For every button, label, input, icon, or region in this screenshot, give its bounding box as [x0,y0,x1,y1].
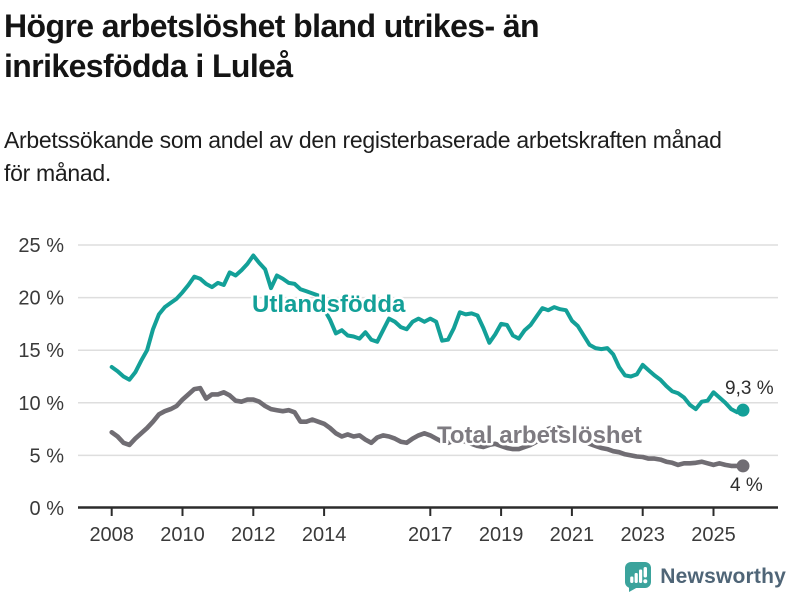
page-title: Högre arbetslöshet bland utrikes- än inr… [4,6,784,86]
x-tick-label-2008: 2008 [89,524,134,546]
series-end-dot-utlandsfodda [736,403,750,417]
series-label-utlandsfodda: Utlandsfödda [252,291,406,318]
subtitle-line-2: för månad. [4,160,111,186]
x-tick-label-2017: 2017 [408,524,453,546]
chart-subtitle: Arbetssökande som andel av den registerb… [4,124,794,190]
y-tick-label-15: 15 % [18,340,64,362]
title-line-1: Högre arbetslöshet bland utrikes- än [4,8,540,44]
y-tick-label-20: 20 % [18,288,64,310]
end-value-label-total: 4 % [730,475,763,496]
x-tick-label-2019: 2019 [479,524,524,546]
x-tick-label-2023: 2023 [620,524,665,546]
y-tick-label-10: 10 % [18,393,64,415]
x-tick-label-2012: 2012 [231,524,276,546]
newsworthy-chart-bubble-icon [625,562,652,592]
x-tick-label-2025: 2025 [691,524,736,546]
end-value-label-utlandsfodda: 9,3 % [725,378,774,399]
y-tick-label-25: 25 % [18,235,64,257]
newsworthy-logo-text: Newsworthy [660,564,786,588]
y-tick-label-5: 5 % [30,445,65,467]
series-end-dot-total [736,459,750,473]
x-tick-label-2010: 2010 [160,524,205,546]
y-tick-label-0: 0 % [30,498,65,520]
series-line-total [109,385,746,469]
title-line-2: inrikesfödda i Luleå [4,48,293,84]
subtitle-line-1: Arbetssökande som andel av den registerb… [4,127,722,153]
newsworthy-logo: Newsworthy [624,561,786,592]
x-tick-label-2021: 2021 [550,524,595,546]
x-tick-label-2014: 2014 [302,524,347,546]
series-label-total: Total arbetslöshet [437,422,642,449]
series-line-utlandsfodda [109,253,745,415]
